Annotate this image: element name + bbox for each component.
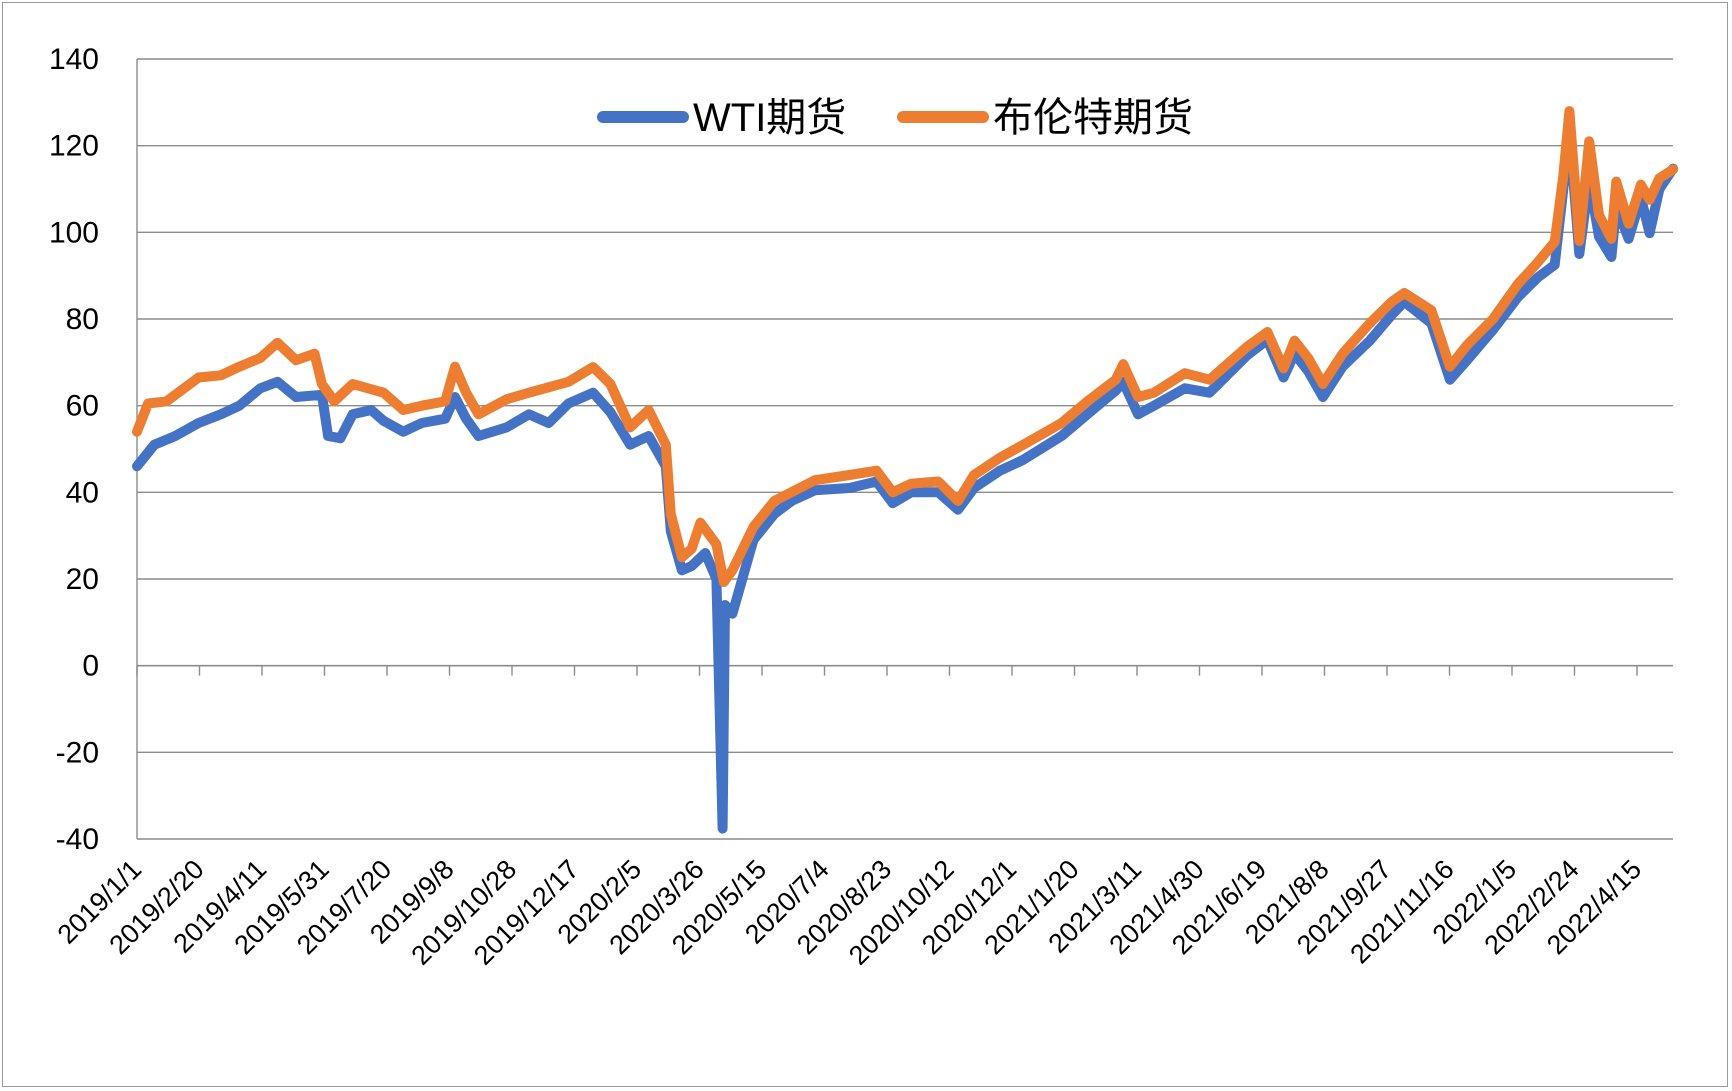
y-tick-label: -20	[56, 736, 99, 769]
series-line-brent	[132, 106, 1678, 587]
y-tick-label: 40	[66, 476, 99, 509]
y-tick-label: 120	[49, 130, 99, 163]
legend-label: 布伦特期货	[993, 96, 1193, 140]
y-tick-label: -40	[56, 823, 99, 856]
y-tick-label: 100	[49, 216, 99, 249]
y-tick-label: 60	[66, 390, 99, 423]
legend: WTI期货 布伦特期货	[597, 96, 1193, 140]
series-line-wti	[132, 124, 1678, 834]
y-tick-label: 0	[82, 650, 99, 683]
y-tick-label: 20	[66, 563, 99, 596]
series-lines	[132, 106, 1678, 834]
y-tick-label: 80	[66, 303, 99, 336]
line-chart: -40-200204060801001201402019/1/12019/2/2…	[49, 43, 1678, 971]
axes: -40-200204060801001201402019/1/12019/2/2…	[49, 43, 1673, 971]
legend-label: WTI期货	[693, 96, 846, 140]
legend-item-brent: 布伦特期货	[897, 96, 1193, 140]
y-tick-label: 140	[49, 43, 99, 76]
legend-item-wti: WTI期货	[597, 96, 846, 140]
gridlines	[137, 58, 1673, 840]
